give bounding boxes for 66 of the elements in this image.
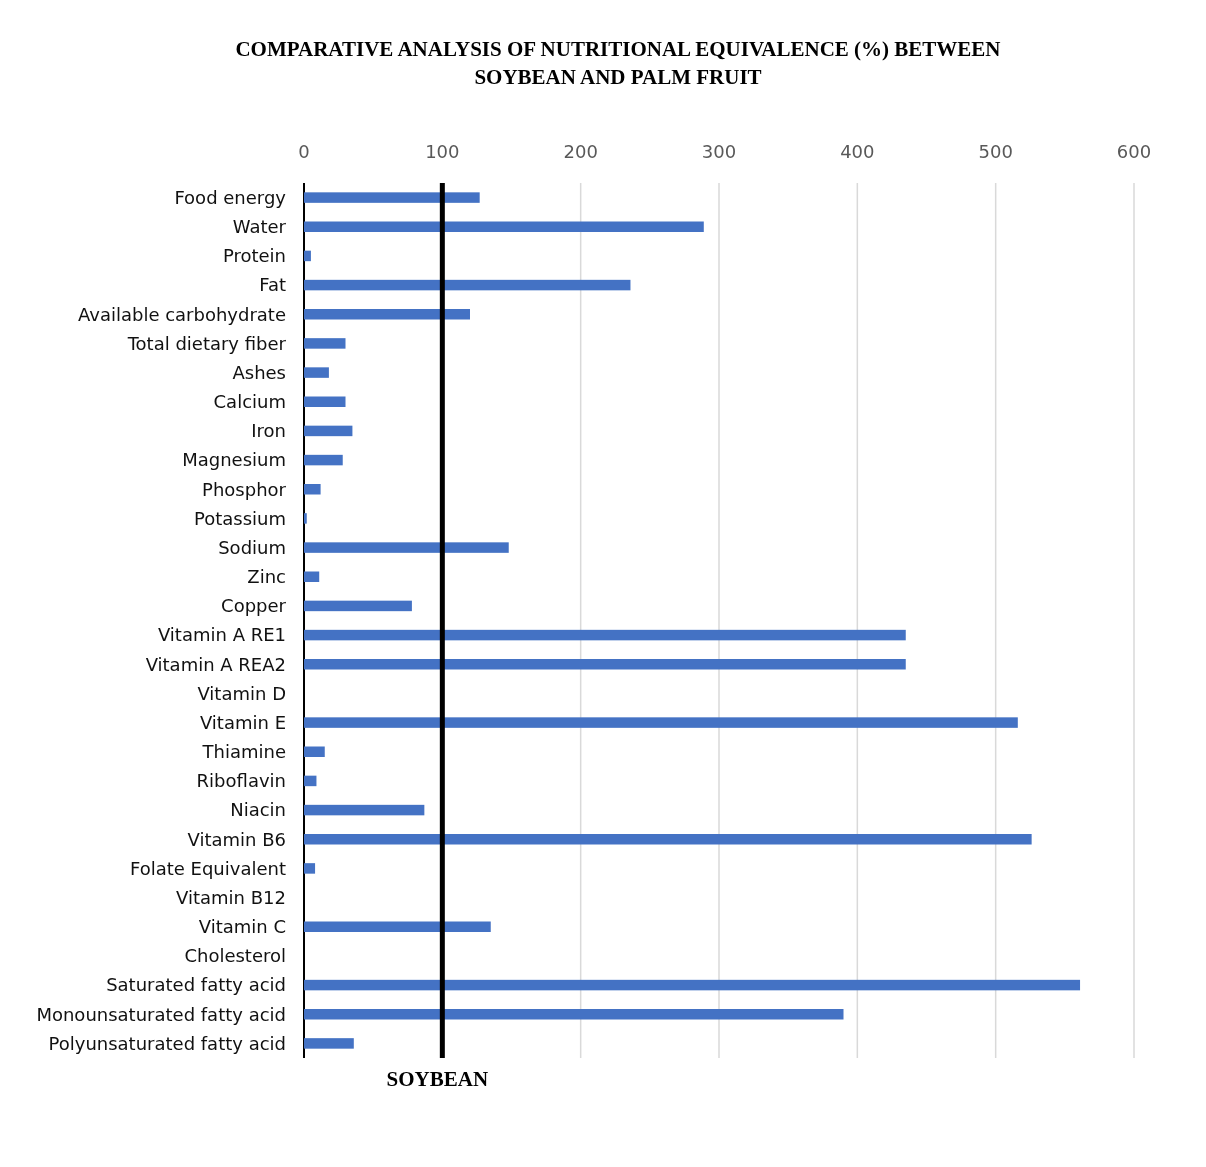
bar bbox=[304, 834, 1032, 845]
ref-line-label: SOYBEAN bbox=[386, 1067, 489, 1091]
y-tick-label: Total dietary fiber bbox=[126, 332, 287, 354]
y-tick-label: Saturated fatty acid bbox=[106, 974, 286, 996]
y-tick-label: Food energy bbox=[174, 186, 287, 208]
y-tick-label: Cholesterol bbox=[184, 945, 286, 967]
x-tick-label: 500 bbox=[978, 141, 1013, 162]
y-tick-label: Thiamine bbox=[201, 741, 286, 763]
y-tick-label: Vitamin E bbox=[199, 711, 286, 733]
bar bbox=[304, 863, 316, 874]
y-tick-label: Protein bbox=[222, 245, 286, 267]
bar bbox=[304, 367, 329, 378]
bar bbox=[304, 309, 470, 320]
y-tick-label: Calcium bbox=[213, 391, 286, 413]
bar bbox=[304, 717, 1018, 728]
y-tick-label: Niacin bbox=[230, 799, 286, 821]
bar bbox=[304, 425, 353, 437]
bar bbox=[304, 659, 906, 670]
bar bbox=[304, 1038, 354, 1049]
bar bbox=[304, 571, 320, 582]
bar bbox=[304, 484, 321, 495]
x-tick-label: 100 bbox=[425, 141, 460, 162]
y-tick-label: Iron bbox=[251, 420, 286, 442]
y-tick-label: Vitamin A RE1 bbox=[157, 624, 286, 646]
bar bbox=[304, 629, 906, 641]
bar bbox=[304, 921, 491, 932]
y-tick-label: Vitamin C bbox=[198, 916, 286, 938]
y-tick-label: Magnesium bbox=[182, 449, 286, 471]
y-tick-label: Vitamin B12 bbox=[176, 886, 286, 908]
bar bbox=[304, 338, 346, 349]
bar bbox=[304, 979, 1081, 991]
y-tick-label: Sodium bbox=[218, 536, 286, 558]
y-tick-label: Fat bbox=[259, 274, 286, 296]
x-tick-label: 200 bbox=[563, 141, 598, 162]
y-tick-label: Vitamin B6 bbox=[187, 828, 286, 850]
chart-title: COMPARATIVE ANALYSIS OF NUTRITIONAL EQUIVALENCE (%) BETWEEN SOYBEAN AND PALM FRUIT bbox=[235, 37, 1001, 89]
y-tick-label: Phosphor bbox=[202, 478, 287, 500]
x-tick-label: 0 bbox=[298, 141, 310, 162]
bar bbox=[304, 396, 346, 407]
bar bbox=[304, 454, 343, 466]
bar bbox=[304, 279, 631, 291]
y-tick-label: Available carbohydrate bbox=[77, 303, 286, 325]
bar bbox=[304, 600, 412, 612]
y-tick-label: Water bbox=[232, 216, 287, 238]
y-tick-label: Vitamin A REA2 bbox=[145, 653, 286, 675]
y-tick-label: Polyunsaturated fatty acid bbox=[48, 1032, 286, 1054]
bar bbox=[304, 542, 509, 553]
bar bbox=[304, 804, 425, 816]
x-tick-label: 400 bbox=[840, 141, 875, 162]
bar bbox=[304, 746, 325, 757]
bar bbox=[304, 192, 480, 203]
bar bbox=[304, 221, 704, 232]
y-tick-label: Potassium bbox=[193, 507, 286, 529]
y-tick-label: Riboflavin bbox=[196, 770, 286, 792]
bar bbox=[304, 250, 311, 262]
x-tick-label: 300 bbox=[701, 141, 737, 162]
bar bbox=[304, 1009, 844, 1020]
y-tick-label: Zinc bbox=[247, 566, 286, 588]
x-tick-label: 600 bbox=[1116, 141, 1152, 162]
y-tick-label: Ashes bbox=[232, 361, 286, 383]
bar bbox=[304, 775, 317, 787]
bar bbox=[304, 513, 307, 524]
y-tick-label: Monounsaturated fatty acid bbox=[36, 1003, 286, 1025]
y-tick-label: Folate Equivalent bbox=[129, 857, 286, 879]
y-tick-label: Vitamin D bbox=[197, 682, 286, 704]
y-tick-label: Copper bbox=[221, 595, 287, 617]
